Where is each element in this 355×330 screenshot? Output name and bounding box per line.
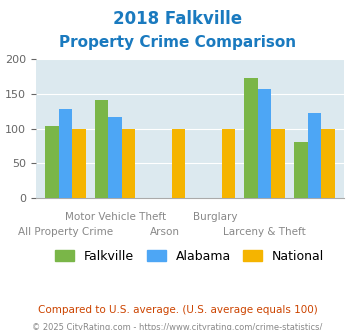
Bar bbox=[271, 129, 285, 198]
Text: Compared to U.S. average. (U.S. average equals 100): Compared to U.S. average. (U.S. average … bbox=[38, 305, 317, 315]
Text: All Property Crime: All Property Crime bbox=[18, 227, 113, 237]
Bar bbox=[222, 129, 235, 198]
Bar bbox=[258, 88, 271, 198]
Text: © 2025 CityRating.com - https://www.cityrating.com/crime-statistics/: © 2025 CityRating.com - https://www.city… bbox=[32, 323, 323, 330]
Text: Larceny & Theft: Larceny & Theft bbox=[223, 227, 306, 237]
Text: Burglary: Burglary bbox=[192, 212, 237, 222]
Text: Arson: Arson bbox=[150, 227, 180, 237]
Bar bbox=[294, 142, 308, 198]
Bar bbox=[172, 129, 185, 198]
Bar bbox=[95, 100, 109, 198]
Text: Motor Vehicle Theft: Motor Vehicle Theft bbox=[65, 212, 166, 222]
Bar bbox=[59, 109, 72, 198]
Bar bbox=[245, 78, 258, 198]
Legend: Falkville, Alabama, National: Falkville, Alabama, National bbox=[50, 245, 329, 268]
Bar bbox=[321, 129, 335, 198]
Bar bbox=[109, 117, 122, 198]
Text: Property Crime Comparison: Property Crime Comparison bbox=[59, 35, 296, 50]
Text: 2018 Falkville: 2018 Falkville bbox=[113, 10, 242, 28]
Bar bbox=[45, 126, 59, 198]
Bar bbox=[308, 114, 321, 198]
Bar bbox=[72, 129, 86, 198]
Bar bbox=[122, 129, 135, 198]
